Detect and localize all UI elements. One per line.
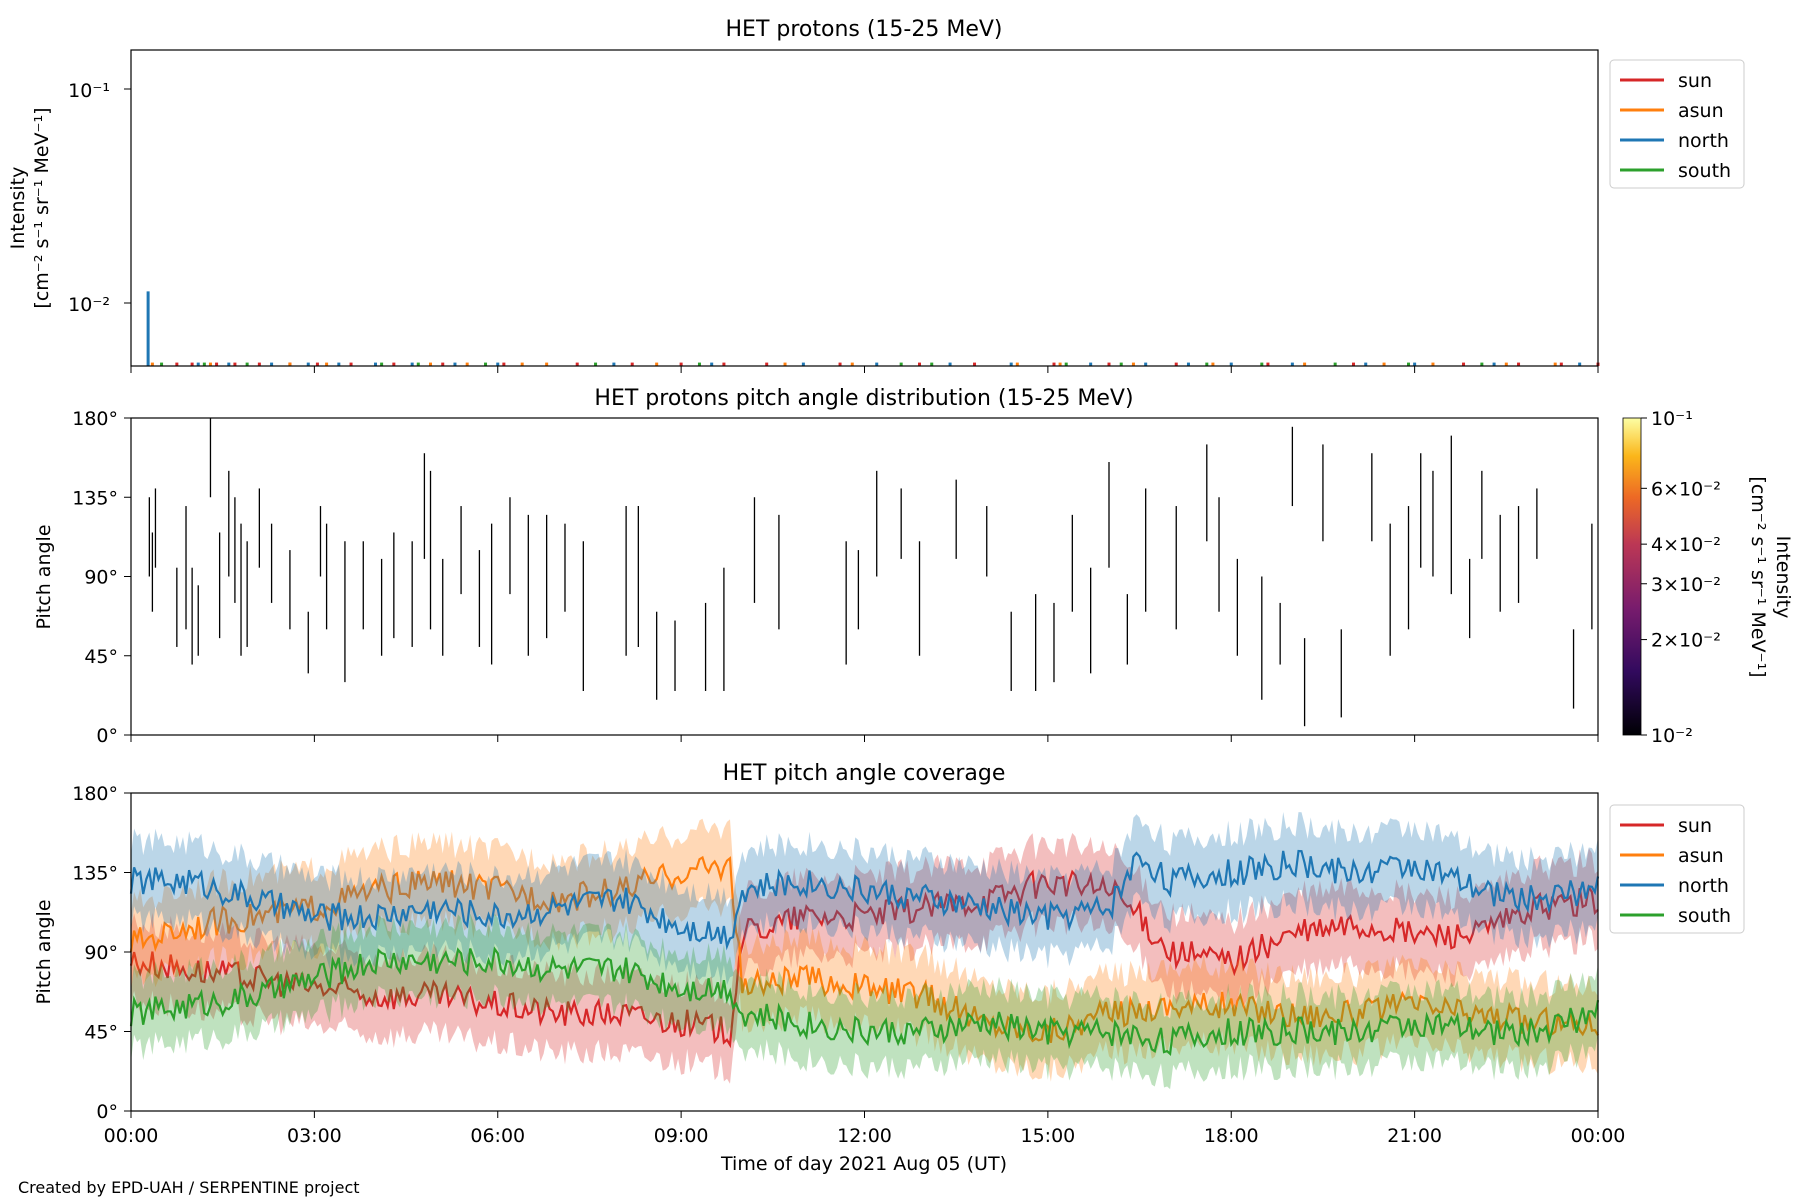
legend-label-asun: asun xyxy=(1678,845,1724,867)
x-tick-label: 15:00 xyxy=(1020,1125,1075,1147)
coverage-ytick-label: 0° xyxy=(96,1101,118,1123)
colorbar-tick-label: 10⁻¹ xyxy=(1651,408,1693,430)
coverage-legend: sun asun north south xyxy=(1609,804,1745,934)
legend-label-south: south xyxy=(1678,160,1731,182)
pad-ytick-label: 90° xyxy=(84,567,118,589)
legend-label-sun: sun xyxy=(1678,70,1712,92)
legend-box xyxy=(1609,59,1745,189)
pad-ytick-label: 135° xyxy=(72,487,118,509)
x-tick-label: 00:00 xyxy=(104,1125,159,1147)
colorbar-ticks: 10⁻¹ 6×10⁻² 4×10⁻² 3×10⁻² 2×10⁻² 10⁻² xyxy=(1641,408,1721,747)
intensity-legend: sun asun north south xyxy=(1609,59,1745,189)
legend-box xyxy=(1609,804,1745,934)
coverage-panel: HET pitch angle coverage 180° 135° 90° 45° 0… xyxy=(33,761,1745,1123)
x-tick-label: 18:00 xyxy=(1204,1125,1259,1147)
colorbar-tick-label: 3×10⁻² xyxy=(1651,574,1721,596)
coverage-ytick-label: 90° xyxy=(84,942,118,964)
colorbar-label: Intensity xyxy=(1772,536,1794,619)
intensity-ylabel-line1: Intensity xyxy=(7,167,29,250)
intensity-ylabel-line2: [cm⁻² s⁻¹ sr⁻¹ MeV⁻¹] xyxy=(31,107,53,308)
intensity-plot-area xyxy=(146,291,1600,366)
legend-label-sun: sun xyxy=(1678,815,1712,837)
x-axis-label: Time of day 2021 Aug 05 (UT) xyxy=(720,1153,1007,1175)
intensity-ytick-bottom: 10⁻² xyxy=(68,294,110,316)
coverage-band-sun xyxy=(131,833,1598,1084)
pad-panel-title: HET protons pitch angle distribution (15… xyxy=(594,386,1133,411)
coverage-plot-area xyxy=(129,812,1600,1090)
x-tick-label: 09:00 xyxy=(654,1125,709,1147)
colorbar-tick-label: 2×10⁻² xyxy=(1651,630,1721,652)
coverage-line-north xyxy=(129,849,1600,951)
coverage-line-south xyxy=(129,946,1600,1057)
legend-label-north: north xyxy=(1678,875,1729,897)
colorbar-units: [cm⁻² s⁻¹ sr⁻¹ MeV⁻¹] xyxy=(1747,476,1769,677)
legend-label-north: north xyxy=(1678,130,1729,152)
x-tick-label: 12:00 xyxy=(837,1125,892,1147)
intensity-ytick-top: 10⁻¹ xyxy=(68,80,110,102)
pad-ytick-label: 180° xyxy=(72,408,118,430)
pad-axes-frame xyxy=(130,417,1599,736)
coverage-ytick-label: 45° xyxy=(84,1022,118,1044)
pad-plot-area xyxy=(148,418,1593,727)
coverage-line-sun xyxy=(129,869,1599,1049)
pad-yticks: 180° 135° 90° 45° 0° xyxy=(72,408,131,747)
pad-ytick-label: 0° xyxy=(96,725,118,747)
coverage-yticks: 180° 135° 90° 45° 0° xyxy=(72,783,131,1123)
x-tick-label: 21:00 xyxy=(1387,1125,1442,1147)
colorbar-tick-label: 6×10⁻² xyxy=(1651,478,1721,500)
pad-ylabel: Pitch angle xyxy=(33,524,55,629)
coverage-ytick-label: 180° xyxy=(72,783,118,805)
legend-label-south: south xyxy=(1678,905,1731,927)
intensity-axes-frame xyxy=(130,49,1599,367)
x-tick-label: 03:00 xyxy=(287,1125,342,1147)
coverage-ylabel: Pitch angle xyxy=(33,899,55,1004)
pad-ytick-label: 45° xyxy=(84,646,118,668)
coverage-ytick-label: 135° xyxy=(72,863,118,885)
colorbar-tick-label: 4×10⁻² xyxy=(1651,534,1721,556)
x-tick-label: 00:00 xyxy=(1571,1125,1626,1147)
x-ticks: 00:00 03:00 06:00 09:00 12:00 15:00 18:00 21:00… xyxy=(104,366,1626,1147)
intensity-panel-title: HET protons (15-25 MeV) xyxy=(726,17,1003,42)
credit-text: Created by EPD-UAH / SERPENTINE project xyxy=(18,1178,360,1197)
colorbar-tick-label: 10⁻² xyxy=(1651,725,1693,747)
x-tick-label: 06:00 xyxy=(470,1125,525,1147)
colorbar xyxy=(1622,417,1642,736)
intensity-panel: HET protons (15-25 MeV) 10⁻¹ 10⁻² Intens… xyxy=(7,17,1745,367)
legend-label-asun: asun xyxy=(1678,100,1724,122)
coverage-band-asun xyxy=(131,818,1598,1082)
pad-panel: HET protons pitch angle distribution (15… xyxy=(33,386,1794,747)
coverage-panel-title: HET pitch angle coverage xyxy=(723,761,1006,786)
